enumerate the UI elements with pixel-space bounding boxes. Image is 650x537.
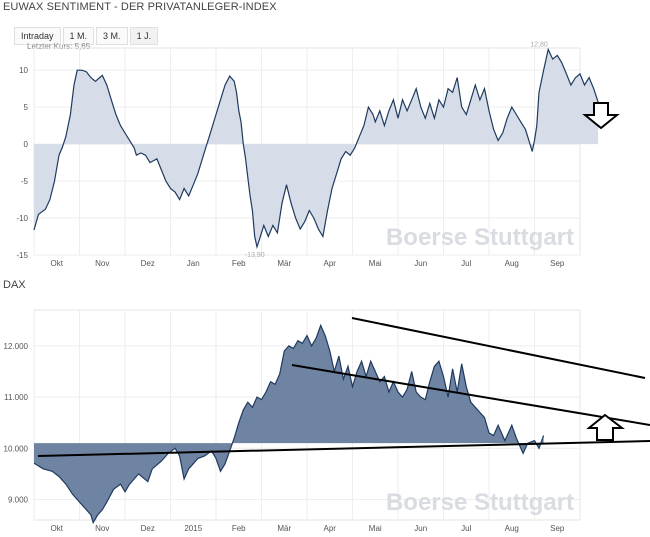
x-tick-label: Aug: [505, 259, 519, 268]
y-tick-label: 10: [19, 66, 28, 75]
x-tick-label: Mai: [369, 524, 382, 533]
trend-line-support: [37, 440, 650, 457]
x-tick-label: Mai: [369, 259, 382, 268]
x-tick-label: Sep: [550, 259, 565, 268]
series-line: [33, 323, 545, 525]
x-tick-label: Apr: [324, 524, 337, 533]
tab-1m[interactable]: 1 M.: [62, 27, 95, 45]
y-tick-label: 9.000: [8, 496, 29, 505]
down-arrow-icon: [582, 102, 620, 130]
value-annotation: 12,80: [530, 41, 548, 48]
y-tick-label: 0: [24, 140, 29, 149]
tab-1j[interactable]: 1 J.: [129, 27, 159, 45]
x-tick-label: Mär: [277, 524, 291, 533]
watermark: Boerse Stuttgart: [386, 489, 574, 516]
plot-frame: [33, 309, 581, 521]
tab-3m[interactable]: 3 M.: [96, 27, 128, 45]
series-area: [34, 325, 544, 523]
x-tick-label: Nov: [95, 259, 109, 268]
tab-intraday[interactable]: Intraday: [14, 27, 61, 45]
x-tick-label: Dez: [141, 524, 155, 533]
sentiment-chart: Okt Nov Dez Jan Feb Mär Apr Mai Jun Jul Aug Sep 10 5 0…: [16, 41, 620, 268]
series-area: [34, 49, 599, 247]
y-tick-label: 5: [24, 103, 29, 112]
dax-title: DAX: [3, 279, 26, 291]
x-tick-label: Jul: [461, 524, 471, 533]
x-tick-label: Feb: [232, 259, 246, 268]
x-tick-label: Feb: [232, 524, 246, 533]
x-tick-label: Sep: [550, 524, 565, 533]
up-arrow-icon: [586, 413, 625, 441]
x-tick-label: Okt: [51, 524, 64, 533]
trend-line-middle: [291, 364, 650, 426]
timeframe-tabs: Intraday 1 M. 3 M. 1 J.: [14, 27, 160, 45]
x-tick-label: Jan: [187, 259, 200, 268]
chart-title: EUWAX SENTIMENT - DER PRIVATANLEGER-INDE…: [3, 1, 277, 13]
y-tick-label: -5: [21, 177, 29, 186]
x-tick-label: Okt: [51, 259, 64, 268]
x-tick-label: Jun: [414, 259, 427, 268]
y-tick-label: 11.000: [4, 393, 28, 402]
x-tick-label: Jul: [461, 259, 471, 268]
x-tick-label: Mär: [277, 259, 291, 268]
x-tick-label: Nov: [95, 524, 109, 533]
x-tick-label: 2015: [184, 524, 202, 533]
value-annotation: -13,90: [245, 252, 265, 259]
y-tick-label: 12.000: [4, 342, 29, 351]
last-price: Letzter Kurs: 5,65: [27, 42, 91, 51]
y-tick-label: 10.000: [4, 444, 29, 453]
x-tick-label: Jun: [414, 524, 427, 533]
trend-line-upper: [351, 317, 646, 379]
x-tick-label: Apr: [324, 259, 337, 268]
x-tick-label: Aug: [505, 524, 519, 533]
series-line: [33, 47, 599, 250]
y-tick-label: -10: [16, 214, 28, 223]
watermark: Boerse Stuttgart: [386, 224, 574, 251]
y-tick-label: -15: [16, 251, 28, 260]
x-tick-label: Dez: [141, 259, 155, 268]
